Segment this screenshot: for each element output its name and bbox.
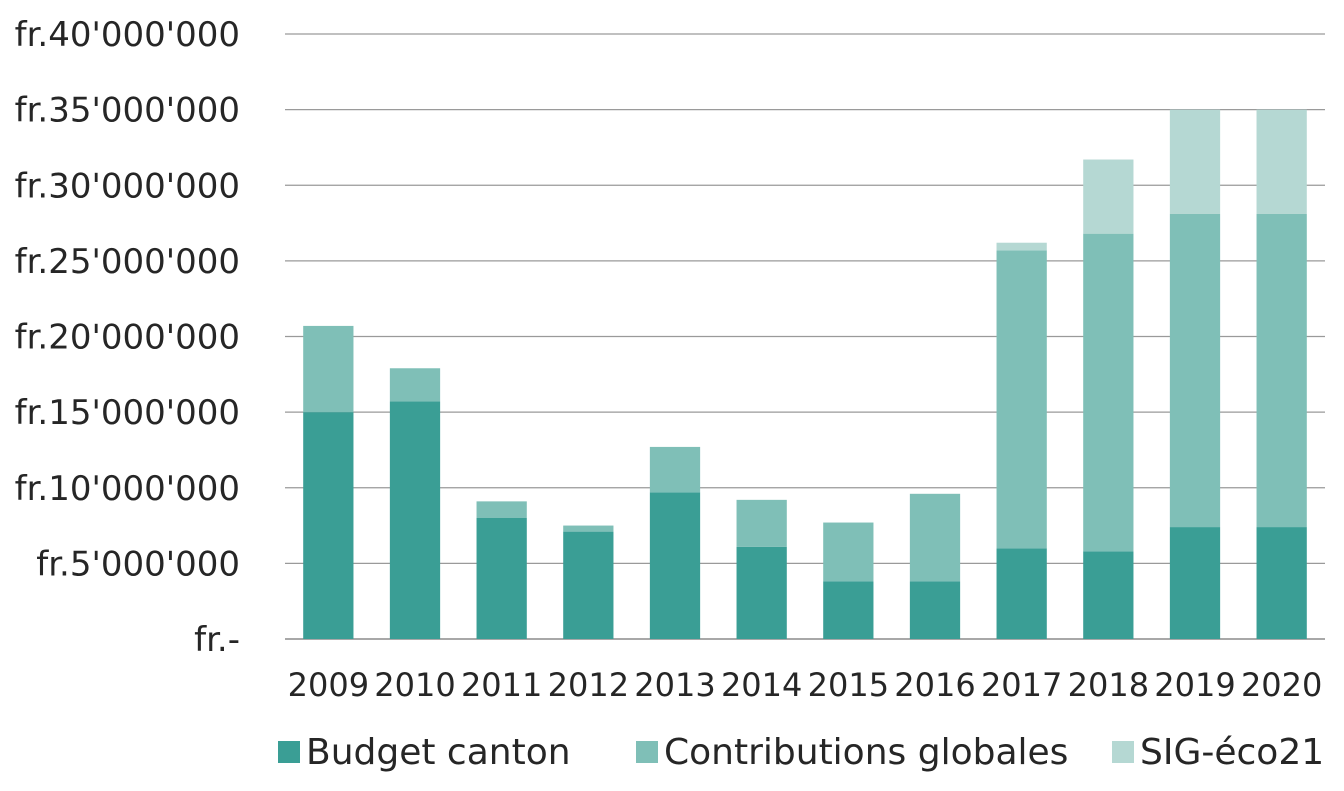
bar-contributions-globales-2017	[996, 250, 1047, 549]
bar-budget-canton-2013	[649, 492, 701, 639]
legend: Budget canton Contributions globales SIG…	[0, 722, 1344, 782]
bar-sig-eco21-2017	[996, 242, 1047, 251]
bar-sig-eco21-2020	[1256, 109, 1307, 214]
legend-swatch-budget-canton	[278, 741, 300, 763]
x-tick-label-2013: 2013	[634, 666, 715, 704]
x-axis-ticks: 2009 2010 2011 2012 2013 2014 2015 2016 2017 2018…	[288, 666, 1323, 704]
bar-budget-canton-2012	[563, 531, 614, 639]
x-tick-label-2012: 2012	[548, 666, 629, 704]
legend-item-sig-eco21: SIG-éco21	[1112, 722, 1324, 782]
bar-contributions-globales-2020	[1256, 213, 1307, 528]
bar-contributions-globales-2015	[823, 522, 874, 582]
x-tick-label-2017: 2017	[981, 666, 1062, 704]
bar-budget-canton-2015	[823, 581, 874, 639]
stacked-bar-chart: fr.- fr.5'000'000 fr.10'000'000 fr.15'000'0…	[15, 15, 1325, 704]
bar-contributions-globales-2013	[649, 446, 701, 493]
y-tick-label: fr.20'000'000	[15, 318, 240, 358]
bar-budget-canton-2019	[1169, 527, 1221, 639]
bar-contributions-globales-2010	[389, 368, 441, 402]
legend-swatch-sig-eco21	[1112, 741, 1134, 763]
y-tick-label: fr.5'000'000	[36, 544, 240, 584]
bar-contributions-globales-2009	[303, 325, 354, 413]
legend-item-contributions-globales: Contributions globales	[636, 722, 1068, 782]
y-tick-label: fr.35'000'000	[15, 91, 240, 131]
x-tick-label-2018: 2018	[1068, 666, 1149, 704]
y-tick-label: fr.30'000'000	[15, 166, 240, 206]
y-tick-label: fr.-	[194, 620, 240, 660]
bar-budget-canton-2010	[389, 401, 441, 639]
x-tick-label-2019: 2019	[1154, 666, 1235, 704]
bar-contributions-globales-2019	[1169, 213, 1221, 528]
bar-contributions-globales-2014	[736, 499, 787, 547]
y-tick-label: fr.40'000'000	[15, 15, 240, 55]
bar-budget-canton-2018	[1083, 551, 1134, 639]
bar-sig-eco21-2018	[1083, 159, 1134, 234]
legend-swatch-contributions-globales	[636, 741, 658, 763]
bar-budget-canton-2020	[1256, 527, 1307, 639]
bar-contributions-globales-2012	[563, 525, 614, 532]
bar-contributions-globales-2011	[476, 501, 527, 518]
bar-contributions-globales-2018	[1083, 233, 1134, 552]
legend-label-sig-eco21: SIG-éco21	[1140, 731, 1325, 773]
legend-label-contributions-globales: Contributions globales	[664, 731, 1069, 773]
x-tick-label-2011: 2011	[461, 666, 542, 704]
legend-label-budget-canton: Budget canton	[306, 731, 571, 773]
y-tick-label: fr.10'000'000	[15, 469, 240, 509]
legend-item-budget-canton: Budget canton	[278, 722, 571, 782]
x-tick-label-2014: 2014	[721, 666, 802, 704]
x-tick-label-2016: 2016	[894, 666, 975, 704]
bar-sig-eco21-2019	[1169, 109, 1221, 214]
x-tick-label-2009: 2009	[288, 666, 369, 704]
bar-budget-canton-2016	[909, 581, 961, 639]
x-tick-label-2015: 2015	[808, 666, 889, 704]
bar-budget-canton-2011	[476, 518, 527, 639]
x-tick-label-2020: 2020	[1241, 666, 1322, 704]
bar-contributions-globales-2016	[909, 493, 961, 582]
y-tick-label: fr.15'000'000	[15, 393, 240, 433]
bar-budget-canton-2017	[996, 548, 1047, 639]
bar-budget-canton-2014	[736, 546, 787, 639]
bar-budget-canton-2009	[303, 412, 354, 639]
y-axis-ticks: fr.- fr.5'000'000 fr.10'000'000 fr.15'000'0…	[15, 15, 240, 660]
x-tick-label-2010: 2010	[374, 666, 455, 704]
bars	[303, 109, 1307, 639]
gridlines	[285, 33, 1325, 640]
y-tick-label: fr.25'000'000	[15, 242, 240, 282]
